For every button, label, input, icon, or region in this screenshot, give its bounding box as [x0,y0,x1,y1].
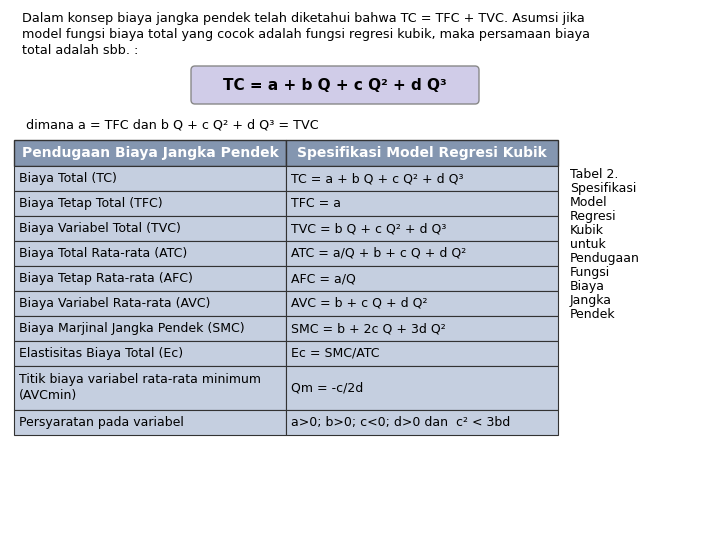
Bar [14,241,286,266]
Text: AFC = a/Q: AFC = a/Q [291,272,356,285]
Text: model fungsi biaya total yang cocok adalah fungsi regresi kubik, maka persamaan : model fungsi biaya total yang cocok adal… [22,28,590,41]
Text: TFC = a: TFC = a [291,197,341,210]
Text: Biaya Marjinal Jangka Pendek (SMC): Biaya Marjinal Jangka Pendek (SMC) [19,322,245,335]
Text: Elastisitas Biaya Total (Ec): Elastisitas Biaya Total (Ec) [19,347,183,360]
Bar [14,341,286,366]
Text: Regresi: Regresi [570,210,616,223]
Bar [14,266,286,291]
Bar [286,341,558,366]
Text: Biaya Tetap Total (TFC): Biaya Tetap Total (TFC) [19,197,163,210]
Bar [14,410,286,435]
Text: Pendugaan Biaya Jangka Pendek: Pendugaan Biaya Jangka Pendek [22,146,279,160]
Text: dimana a = TFC dan b Q + c Q² + d Q³ = TVC: dimana a = TFC dan b Q + c Q² + d Q³ = T… [22,118,319,131]
Text: Fungsi: Fungsi [570,266,611,279]
Bar [14,291,286,316]
Text: Model: Model [570,196,608,209]
Bar [14,216,286,241]
Text: Ec = SMC/ATC: Ec = SMC/ATC [291,347,379,360]
Bar [286,291,558,316]
Bar [286,140,558,166]
Text: a>0; b>0; c<0; d>0 dan  c² < 3bd: a>0; b>0; c<0; d>0 dan c² < 3bd [291,416,510,429]
Text: Jangka: Jangka [570,294,612,307]
Bar [14,316,286,341]
Text: TVC = b Q + c Q² + d Q³: TVC = b Q + c Q² + d Q³ [291,222,446,235]
Text: SMC = b + 2c Q + 3d Q²: SMC = b + 2c Q + 3d Q² [291,322,446,335]
Text: Biaya Total (TC): Biaya Total (TC) [19,172,117,185]
Text: Biaya Variabel Rata-rata (AVC): Biaya Variabel Rata-rata (AVC) [19,297,210,310]
Text: Biaya: Biaya [570,280,605,293]
Text: ATC = a/Q + b + c Q + d Q²: ATC = a/Q + b + c Q + d Q² [291,247,467,260]
Text: Pendugaan: Pendugaan [570,252,640,265]
Text: total adalah sbb. :: total adalah sbb. : [22,44,138,57]
Bar [286,266,558,291]
Text: TC = a + b Q + c Q² + d Q³: TC = a + b Q + c Q² + d Q³ [223,78,447,92]
Bar [14,191,286,216]
Text: Biaya Tetap Rata-rata (AFC): Biaya Tetap Rata-rata (AFC) [19,272,193,285]
Bar [286,241,558,266]
Bar [286,410,558,435]
Text: Biaya Total Rata-rata (ATC): Biaya Total Rata-rata (ATC) [19,247,187,260]
Text: Tabel 2.: Tabel 2. [570,168,618,181]
Bar [286,366,558,410]
Bar [14,140,286,166]
Text: Persyaratan pada variabel: Persyaratan pada variabel [19,416,184,429]
Text: Spesifikasi Model Regresi Kubik: Spesifikasi Model Regresi Kubik [297,146,547,160]
Text: Kubik: Kubik [570,224,604,237]
Text: Biaya Variabel Total (TVC): Biaya Variabel Total (TVC) [19,222,181,235]
Bar [14,366,286,410]
Text: AVC = b + c Q + d Q²: AVC = b + c Q + d Q² [291,297,428,310]
Text: Spesifikasi: Spesifikasi [570,182,636,195]
Bar [286,166,558,191]
Text: untuk: untuk [570,238,606,251]
FancyBboxPatch shape [191,66,479,104]
Text: Dalam konsep biaya jangka pendek telah diketahui bahwa TC = TFC + TVC. Asumsi ji: Dalam konsep biaya jangka pendek telah d… [22,12,585,25]
Bar [14,166,286,191]
Text: TC = a + b Q + c Q² + d Q³: TC = a + b Q + c Q² + d Q³ [291,172,464,185]
Text: Pendek: Pendek [570,308,616,321]
Text: Titik biaya variabel rata-rata minimum
(AVCmin): Titik biaya variabel rata-rata minimum (… [19,374,261,402]
Bar [286,316,558,341]
Bar [286,216,558,241]
Bar [286,191,558,216]
Text: Qm = -c/2d: Qm = -c/2d [291,381,364,395]
